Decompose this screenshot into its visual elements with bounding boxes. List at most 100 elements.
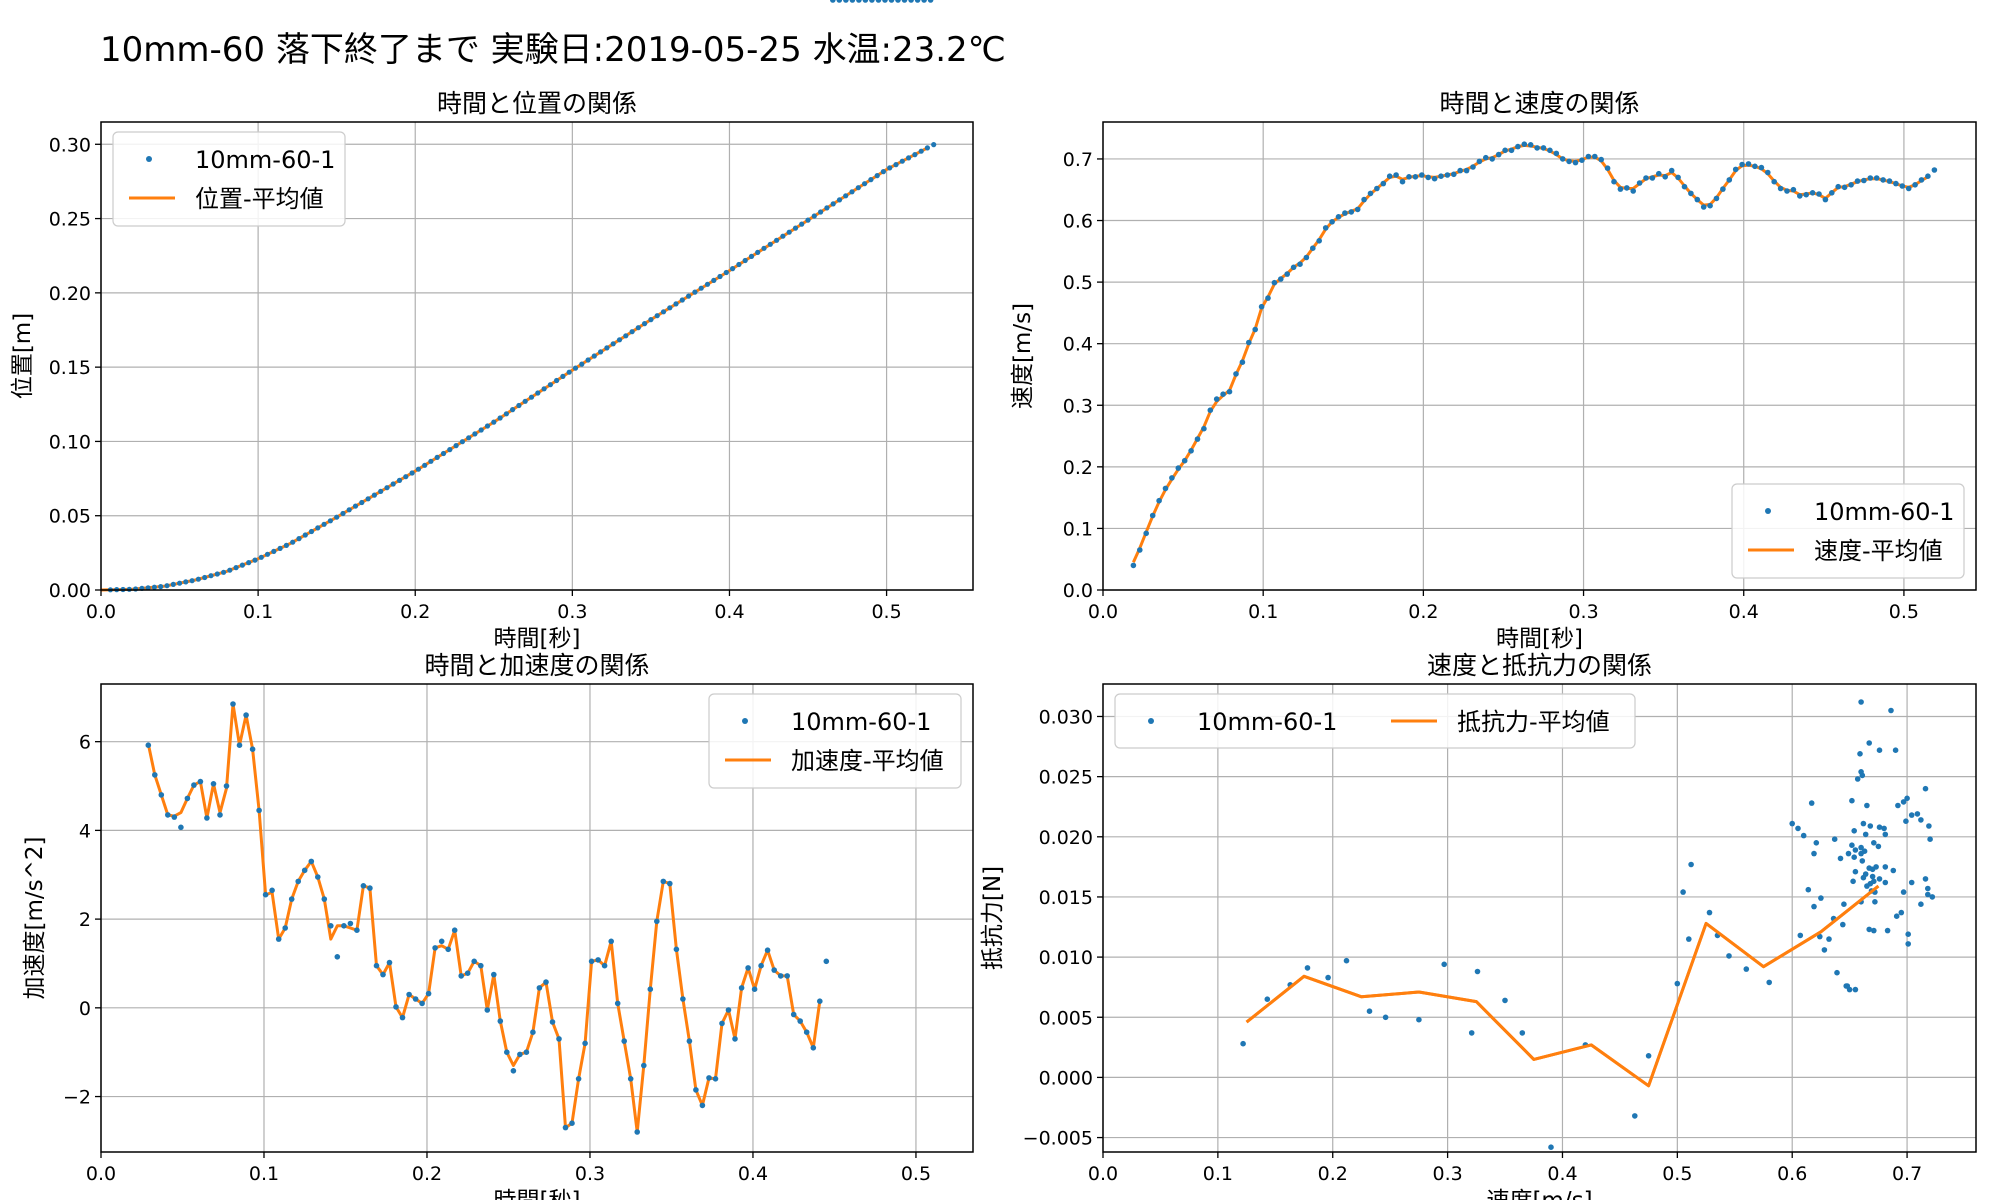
data-point (497, 415, 503, 421)
data-point (1925, 891, 1931, 898)
data-point (1645, 1053, 1652, 1059)
data-point (1284, 271, 1290, 277)
data-point (269, 887, 275, 894)
data-point (1922, 876, 1929, 882)
data-point (1325, 974, 1331, 981)
data-point (1366, 1008, 1373, 1014)
data-point (1862, 831, 1869, 838)
data-point (1502, 997, 1508, 1004)
data-point (1849, 797, 1855, 804)
data-point (517, 1051, 523, 1058)
data-point (803, 1029, 810, 1035)
data-point (1893, 180, 1899, 187)
x-tick-label: 0.5 (1889, 601, 1919, 623)
data-point (541, 386, 547, 392)
data-point (914, 0, 921, 3)
data-point (1156, 497, 1162, 504)
data-point (178, 824, 184, 831)
data-point (1681, 183, 1688, 190)
data-point (1519, 1030, 1526, 1036)
data-point (1502, 147, 1508, 154)
axes-frame (1102, 683, 1977, 1153)
y-tick-label: 0.010 (1039, 947, 1093, 969)
data-point (811, 213, 817, 219)
data-point (1335, 214, 1342, 220)
data-point (1521, 141, 1528, 147)
data-point (334, 514, 340, 520)
y-tick-label: 0.7 (1063, 149, 1093, 171)
data-point (1811, 903, 1817, 910)
data-point (1367, 190, 1374, 197)
data-point (906, 155, 912, 161)
data-point (321, 896, 328, 902)
data-point (1201, 425, 1207, 432)
y-tick-label: 0.030 (1039, 706, 1093, 728)
data-point (459, 439, 465, 445)
data-point (1559, 156, 1566, 162)
data-point (895, 0, 901, 3)
data-point (1890, 867, 1897, 874)
data-point (784, 973, 790, 979)
data-point (1860, 820, 1867, 827)
data-point (569, 1120, 575, 1126)
data-point (1382, 1014, 1389, 1021)
data-point (608, 938, 614, 945)
data-point (1912, 182, 1918, 188)
data-point (191, 782, 197, 788)
data-point (221, 569, 227, 575)
data-point (1303, 254, 1310, 261)
x-tick-label: 0.4 (1729, 601, 1759, 623)
data-point (635, 325, 641, 331)
data-point (614, 1000, 621, 1007)
data-point (1592, 153, 1598, 160)
data-point (830, 0, 836, 3)
data-point (711, 277, 717, 283)
data-point (399, 1014, 406, 1021)
data-point (1694, 196, 1701, 203)
data-point (1143, 530, 1149, 537)
x-tick-label: 0.4 (714, 601, 744, 623)
data-point (1431, 175, 1438, 182)
data-point (165, 812, 171, 818)
data-point (706, 1075, 712, 1081)
y-axis-label: 速度[m/s] (1010, 303, 1036, 409)
y-tick-label: 0.3 (1063, 395, 1093, 417)
data-point (308, 858, 315, 865)
data-point (1374, 185, 1380, 192)
data-point (1441, 961, 1447, 968)
data-point (308, 528, 315, 535)
data-point (189, 578, 195, 584)
data-point (1425, 174, 1431, 181)
data-point (1688, 190, 1694, 197)
data-point (1474, 968, 1481, 975)
data-point (732, 1036, 738, 1042)
legend-box (1114, 693, 1636, 749)
y-tick-label: 2 (79, 909, 91, 931)
data-point (1835, 183, 1841, 190)
data-point (1854, 178, 1861, 184)
data-point (453, 443, 459, 449)
data-point (572, 365, 579, 371)
data-point (874, 173, 880, 179)
data-point (1515, 143, 1521, 150)
data-point (862, 0, 869, 3)
data-point (1884, 927, 1891, 934)
data-point (924, 145, 931, 151)
data-point (1680, 889, 1686, 895)
data-point (301, 867, 308, 874)
legend-label: 10mm-60-1 (1197, 708, 1337, 736)
data-point (1918, 901, 1924, 907)
x-tick-label: 0.1 (1248, 601, 1278, 623)
data-point (1858, 844, 1864, 851)
x-tick-label: 0.0 (86, 601, 116, 623)
x-tick-label: 0.4 (738, 1163, 768, 1185)
data-point (262, 891, 269, 898)
data-point (1169, 475, 1175, 481)
data-point (736, 261, 742, 268)
y-axis-label: 位置[m] (10, 313, 36, 399)
chart-3: 0.0 0.1 0.2 0.3 0.4 0.5 −2 0 2 4 6 時間と加速度の関係時間[秒] 加速… (22, 0, 974, 1200)
y-tick-label: −0.005 (1023, 1128, 1093, 1150)
data-point (1809, 190, 1816, 196)
legend-label: 10mm-60-1 (195, 146, 335, 174)
